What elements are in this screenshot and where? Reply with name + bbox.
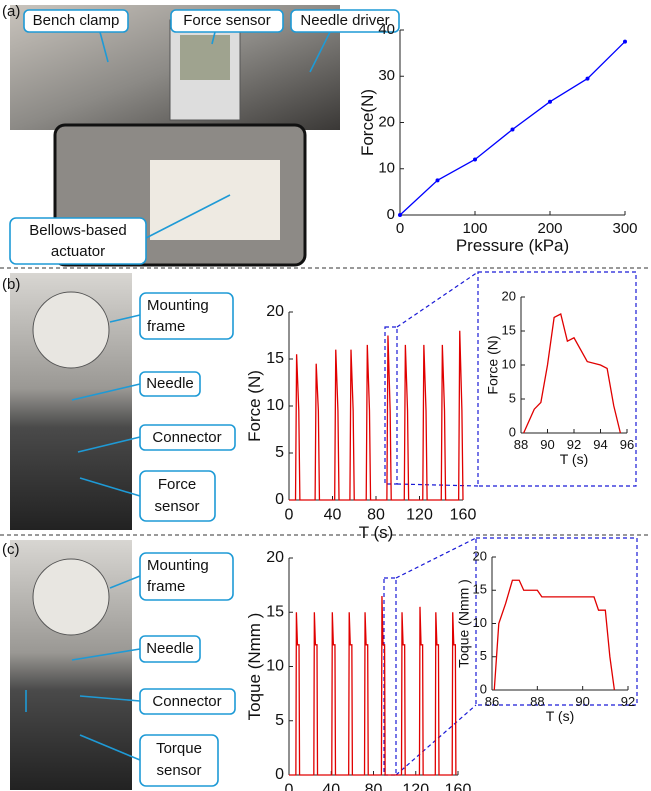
y-tick-label: 5 (275, 712, 284, 729)
panel-label: (b) (2, 276, 20, 293)
data-point (436, 178, 440, 182)
y-tick-label: 30 (378, 67, 395, 84)
y-tick-label: 0 (275, 766, 284, 783)
data-point (398, 213, 402, 217)
x-tick-label: 0 (285, 506, 294, 523)
callout-text: Connector (152, 693, 221, 710)
x-tick-label: 86 (485, 694, 499, 709)
photo-frame (33, 559, 109, 635)
y-tick-label: 10 (266, 397, 284, 414)
x-tick-label: 160 (445, 781, 472, 791)
y-axis-label: Force(N) (358, 89, 377, 156)
y-tick-label: 0 (275, 491, 284, 508)
x-tick-label: 96 (620, 437, 634, 452)
callout-text: Force sensor (183, 12, 271, 29)
x-axis-label: T (s) (546, 708, 575, 724)
y-tick-label: 0 (387, 206, 395, 223)
callout-text: Needle (146, 375, 194, 392)
x-tick-label: 40 (322, 781, 340, 791)
data-point (548, 100, 552, 104)
callout-text: Needle (146, 640, 194, 657)
y-tick-label: 5 (275, 444, 284, 461)
x-tick-label: 0 (285, 781, 294, 791)
panel-label: (a) (2, 3, 20, 20)
callout-text: Connector (152, 429, 221, 446)
y-tick-label: 40 (378, 21, 395, 38)
y-tick-label: 20 (266, 303, 284, 320)
data-line (494, 580, 614, 690)
zoom-indicator (384, 272, 637, 775)
y-tick-label: 10 (378, 160, 395, 177)
x-tick-label: 90 (575, 694, 589, 709)
callout-text: Bench clamp (33, 12, 120, 29)
y-tick-label: 15 (266, 603, 284, 620)
panel-label: (c) (2, 541, 20, 558)
x-tick-label: 88 (530, 694, 544, 709)
x-tick-label: 40 (324, 506, 342, 523)
data-point (511, 127, 515, 131)
data-line (524, 314, 621, 433)
figure: (a) (b) (c) Bench clamp Force sensor Nee… (0, 0, 651, 791)
x-tick-label: 92 (621, 694, 635, 709)
x-tick-label: 88 (514, 437, 528, 452)
x-tick-label: 200 (537, 220, 562, 237)
data-point (623, 40, 627, 44)
x-tick-label: 0 (396, 220, 404, 237)
x-tick-label: 120 (402, 781, 429, 791)
x-axis-label: T (s) (359, 523, 394, 542)
x-tick-label: 120 (406, 506, 433, 523)
x-tick-label: 94 (593, 437, 607, 452)
y-tick-label: 20 (378, 113, 395, 130)
x-tick-label: 92 (567, 437, 581, 452)
y-tick-label: 15 (473, 582, 487, 597)
x-tick-label: 160 (450, 506, 477, 523)
y-tick-label: 20 (502, 288, 516, 303)
photo-actuator (150, 160, 280, 240)
y-tick-label: 5 (509, 390, 516, 405)
x-tick-label: 300 (612, 220, 637, 237)
y-axis-label: Force (N) (484, 335, 500, 394)
y-axis-label: Toque (Nmm ) (455, 579, 471, 668)
y-tick-label: 10 (473, 615, 487, 630)
y-tick-label: 10 (266, 658, 284, 675)
data-point (586, 77, 590, 81)
y-axis-label: Force (N) (245, 370, 264, 442)
y-tick-label: 10 (502, 356, 516, 371)
photo-screen (180, 35, 230, 80)
y-tick-label: 20 (473, 548, 487, 563)
y-tick-label: 5 (480, 648, 487, 663)
x-tick-label: 100 (462, 220, 487, 237)
y-tick-label: 20 (266, 549, 284, 566)
photo-frame (33, 292, 109, 368)
x-tick-label: 80 (365, 781, 383, 791)
x-tick-label: 90 (540, 437, 554, 452)
x-axis-label: T (s) (560, 451, 589, 467)
y-tick-label: 15 (502, 322, 516, 337)
y-tick-label: 15 (266, 350, 284, 367)
data-line (289, 331, 463, 500)
callout-text: Needle driver (300, 12, 389, 29)
data-line (289, 596, 456, 775)
x-tick-label: 80 (367, 506, 385, 523)
y-axis-label: Toque (Nmm ) (245, 613, 264, 721)
x-axis-label: Pressure (kPa) (456, 236, 569, 255)
data-point (473, 158, 477, 162)
